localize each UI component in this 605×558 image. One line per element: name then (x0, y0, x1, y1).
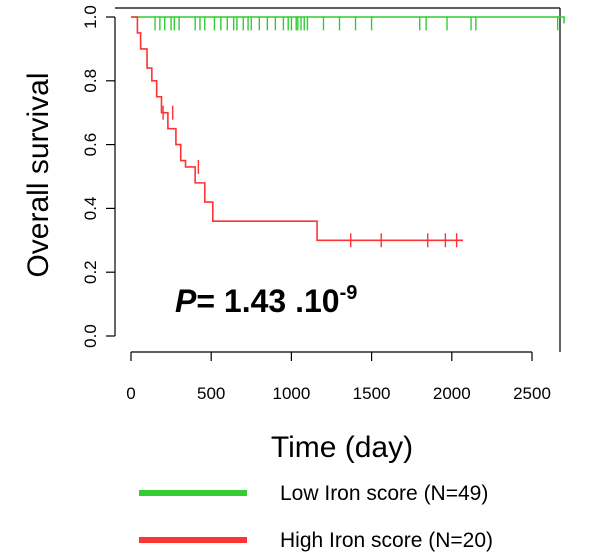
legend: Low Iron score (N=49) High Iron score (N… (139, 482, 493, 552)
x-ticks: 0 500 1000 1500 2000 2500 (126, 352, 551, 403)
p-value-symbol: P (175, 283, 197, 319)
legend-label-high-iron: High Iron score (N=20) (280, 529, 493, 552)
p-value-text: = 1.43 .10 (196, 283, 339, 319)
x-tick-label: 2000 (433, 384, 471, 403)
y-tick-label: 0.0 (81, 324, 100, 348)
x-tick-label: 0 (126, 384, 135, 403)
y-ticks: 0.0 0.2 0.4 0.6 0.8 1.0 (81, 5, 115, 348)
series-layer (131, 16, 565, 248)
x-tick-label: 1500 (353, 384, 391, 403)
y-tick-label: 0.8 (81, 69, 100, 93)
y-tick-label: 0.6 (81, 133, 100, 157)
y-axis-title: Overall survival (22, 72, 55, 277)
p-value-annotation: P= 1.43 .10-9 (175, 282, 357, 319)
x-tick-label: 500 (197, 384, 225, 403)
x-tick-label: 2500 (513, 384, 551, 403)
y-tick-label: 0.4 (81, 197, 100, 221)
x-tick-label: 1000 (272, 384, 310, 403)
x-axis-title: Time (day) (271, 431, 413, 464)
y-tick-label: 0.2 (81, 260, 100, 284)
y-tick-label: 1.0 (81, 5, 100, 29)
survival-curve-low-iron (131, 16, 565, 24)
survival-curve-high-iron (131, 16, 464, 242)
p-value-exponent: -9 (340, 282, 358, 304)
legend-label-low-iron: Low Iron score (N=49) (280, 482, 488, 505)
